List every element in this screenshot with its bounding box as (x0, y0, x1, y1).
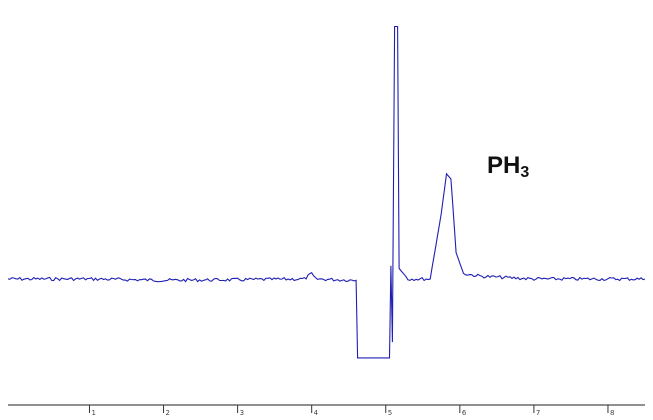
series-line (7, 25, 646, 359)
peak-annotation-subscript: 3 (520, 164, 530, 181)
x-axis-ticks: 1 2 3 4 5 6 7 8 (88, 405, 614, 417)
x-tick-label-7: 7 (536, 409, 540, 417)
x-tick-label-2: 2 (166, 409, 170, 417)
peak-annotation-main: PH (487, 152, 521, 179)
x-tick-label-3: 3 (240, 409, 244, 417)
x-tick-label-4: 4 (314, 409, 319, 417)
x-tick-label-6: 6 (462, 409, 467, 417)
x-tick-label-1: 1 (91, 409, 95, 417)
x-tick-label-5: 5 (388, 409, 392, 417)
peak-annotation: PH3 (487, 152, 529, 182)
x-tick-label-8: 8 (610, 409, 614, 417)
